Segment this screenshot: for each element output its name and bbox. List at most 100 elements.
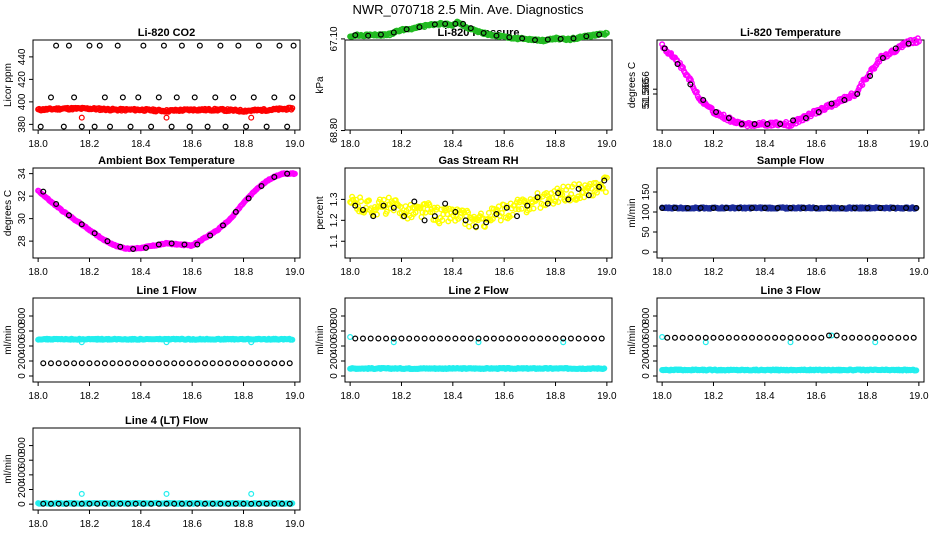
sample-flow-ytick-label: 50 bbox=[641, 226, 652, 238]
gas-stream-rh-point bbox=[534, 194, 541, 201]
li-820-co2-point bbox=[91, 123, 98, 130]
line-1-flow-ytick-label: 200 bbox=[17, 352, 28, 369]
line-2-flow-point bbox=[560, 339, 567, 346]
li-820-temperature-point bbox=[661, 45, 668, 52]
line-1-flow-point bbox=[178, 360, 185, 367]
li-820-co2-point bbox=[163, 114, 170, 121]
li-820-co2-point bbox=[127, 123, 134, 130]
li-820-co2-xtick-label: 18.8 bbox=[234, 139, 254, 150]
line-2-flow-point bbox=[421, 335, 428, 342]
line-3-flow-point bbox=[787, 334, 794, 341]
line-1-flow-point bbox=[209, 360, 216, 367]
line-4-lt-flow-point bbox=[279, 500, 286, 507]
line-3-flow-xtick-label: 18.8 bbox=[858, 391, 878, 402]
gas-stream-rh-point bbox=[493, 211, 500, 218]
sample-flow-title: Sample Flow bbox=[757, 155, 825, 167]
line-3-flow-series-samples bbox=[664, 332, 917, 341]
li-820-pressure-xtick-label: 18.0 bbox=[340, 139, 360, 150]
line-3-flow-xtick-label: 18.0 bbox=[652, 391, 672, 402]
li-820-co2-point bbox=[290, 42, 297, 49]
line-2-flow-point bbox=[367, 335, 374, 342]
gas-stream-rh-point bbox=[383, 208, 390, 215]
li-820-co2-point bbox=[178, 42, 185, 49]
ambient-box-temperature-xtick-label: 18.0 bbox=[28, 267, 48, 278]
line-3-flow-point bbox=[756, 334, 763, 341]
line-3-flow-point bbox=[910, 334, 917, 341]
li-820-co2-point bbox=[60, 123, 67, 130]
gas-stream-rh-ytick-label: 1.1 bbox=[329, 234, 340, 248]
line-2-flow-point bbox=[506, 335, 513, 342]
line-3-flow-xtick-label: 19.0 bbox=[909, 391, 929, 402]
line-1-flow-point bbox=[186, 360, 193, 367]
line-1-flow-point bbox=[155, 360, 162, 367]
sample-flow-ylabel: ml/min bbox=[627, 198, 638, 227]
line-1-flow-series-spikes bbox=[78, 339, 255, 346]
li-820-temperature-xtick-label: 18.2 bbox=[704, 139, 724, 150]
li-820-temperature-point bbox=[859, 82, 866, 89]
line-3-flow-series-dense bbox=[659, 366, 920, 374]
line-3-flow-point bbox=[772, 334, 779, 341]
ambient-box-temperature-point bbox=[271, 174, 278, 181]
gas-stream-rh-point bbox=[352, 202, 359, 209]
gas-stream-rh-xtick-label: 18.6 bbox=[494, 267, 514, 278]
line-2-flow-point bbox=[498, 335, 505, 342]
li-820-temperature-point bbox=[708, 105, 715, 112]
li-820-temperature-frame bbox=[656, 39, 925, 131]
li-820-co2-point bbox=[255, 42, 262, 49]
li-820-temperature-point bbox=[867, 72, 874, 79]
sample-flow-point bbox=[787, 204, 794, 211]
li-820-temperature-xtick-label: 18.6 bbox=[806, 139, 826, 150]
gas-stream-rh-xtick-label: 19.0 bbox=[597, 267, 617, 278]
line-4-lt-flow-point bbox=[217, 500, 224, 507]
line-1-flow-xtick-label: 19.0 bbox=[285, 391, 305, 402]
li-820-temperature-point bbox=[892, 45, 899, 52]
gas-stream-rh-point bbox=[503, 204, 510, 211]
line-1-flow-frame bbox=[32, 297, 301, 383]
line-2-flow-point bbox=[436, 335, 443, 342]
line-4-lt-flow-point bbox=[47, 500, 54, 507]
li-820-co2-point bbox=[173, 94, 180, 101]
line-2-flow-point bbox=[544, 335, 551, 342]
line-1-flow-ylabel: ml/min bbox=[3, 325, 14, 354]
line-1-flow-xtick-label: 18.6 bbox=[182, 391, 202, 402]
li-820-co2-plot-area bbox=[35, 42, 297, 130]
li-820-co2-point bbox=[114, 42, 121, 49]
sample-flow-point bbox=[748, 204, 755, 211]
li-820-pressure-ytick-label: 68.80 bbox=[329, 118, 340, 143]
sample-flow-point bbox=[736, 204, 743, 211]
line-3-flow-point bbox=[864, 334, 871, 341]
panel-ambient-box-temperature: Ambient Box Temperature degrees C 18.0 18.2… bbox=[3, 155, 305, 278]
line-3-flow-xtick-label: 18.4 bbox=[755, 391, 775, 402]
li-820-co2-point bbox=[243, 123, 250, 130]
line-2-flow-ytick-label: 400 bbox=[329, 337, 340, 354]
line-4-lt-flow-point bbox=[225, 500, 232, 507]
line-4-lt-flow-point bbox=[286, 500, 293, 507]
li-820-co2-ytick-label: 440 bbox=[17, 48, 28, 65]
li-820-co2-point bbox=[217, 42, 224, 49]
sample-flow-plot-area bbox=[659, 204, 920, 212]
li-820-temperature-series-dense bbox=[659, 35, 922, 130]
li-820-pressure-point bbox=[506, 34, 513, 41]
li-820-temperature-point bbox=[905, 40, 912, 47]
li-820-pressure-point bbox=[390, 29, 397, 36]
gas-stream-rh-point bbox=[411, 198, 418, 205]
gas-stream-rh-point bbox=[462, 217, 469, 224]
line-1-flow-point bbox=[163, 339, 170, 346]
ambient-box-temperature-point bbox=[53, 200, 60, 207]
gas-stream-rh-point bbox=[390, 204, 397, 211]
gas-stream-rh-point bbox=[370, 213, 377, 220]
ambient-box-temperature-xtick-label: 18.6 bbox=[182, 267, 202, 278]
li-820-temperature-point bbox=[725, 114, 732, 121]
li-820-co2-xtick-label: 19.0 bbox=[285, 139, 305, 150]
line-1-flow-point bbox=[255, 360, 262, 367]
line-2-flow-point bbox=[352, 335, 359, 342]
gas-stream-rh-point bbox=[436, 220, 443, 227]
ambient-box-temperature-series-dense bbox=[35, 170, 298, 253]
ambient-box-temperature-ytick-label: 30 bbox=[17, 213, 28, 225]
li-820-co2-title: Li-820 CO2 bbox=[138, 27, 195, 39]
line-3-flow-frame bbox=[656, 297, 925, 383]
ambient-box-temperature-point bbox=[181, 241, 188, 248]
li-820-temperature-point bbox=[790, 117, 797, 124]
line-1-flow-series-samples bbox=[40, 360, 293, 367]
